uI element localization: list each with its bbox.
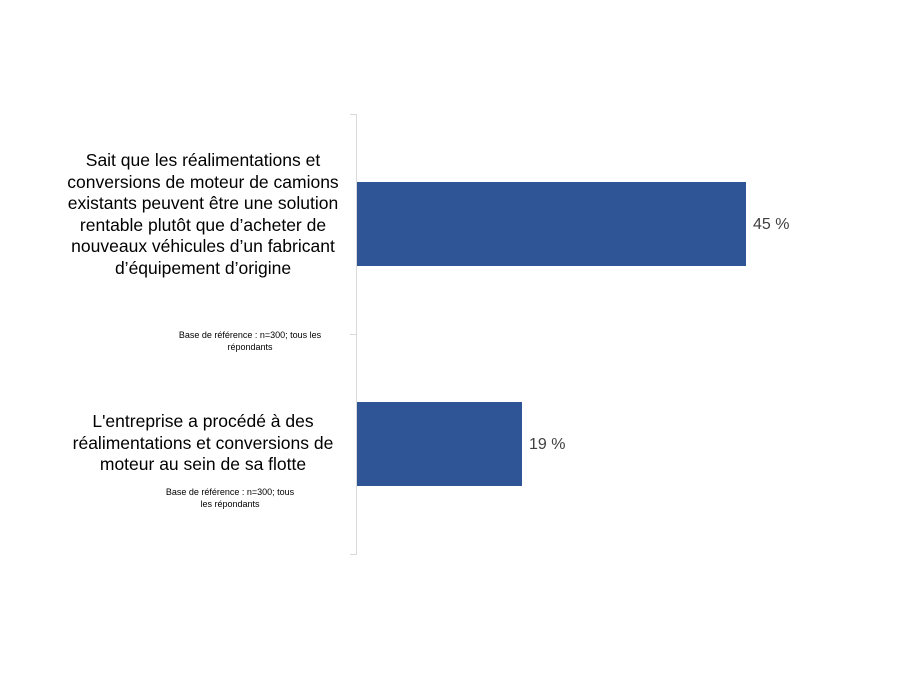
base-note-1: Base de référence : n=300; tous les répo…	[160, 329, 340, 353]
bar-1	[357, 182, 746, 266]
category-label-line: Sait que les réalimentations et	[85, 150, 321, 170]
base-note-line: répondants	[227, 342, 273, 352]
category-label-line: rentable plutôt que d’acheter de	[79, 214, 327, 235]
axis-tick	[350, 334, 357, 335]
category-label-line: L'entreprise a procédé à des	[92, 411, 314, 431]
category-label-line: existants peuvent être une solution	[67, 193, 339, 213]
category-label-line: d’équipement d’origine	[114, 257, 292, 278]
category-label-line: conversions de moteur de camions	[67, 171, 339, 192]
base-note-2: Base de référence : n=300; tous les répo…	[150, 486, 310, 510]
axis-tick	[350, 114, 357, 115]
bar-2	[357, 402, 522, 486]
base-note-line: les répondants	[200, 499, 260, 509]
category-label-line: moteur au sein de sa flotte	[99, 454, 307, 474]
value-label-1: 45 %	[753, 216, 790, 233]
value-label-2: 19 %	[529, 436, 566, 453]
axis-tick	[350, 554, 357, 555]
base-note-line: Base de référence : n=300; tous	[165, 487, 295, 497]
category-label-2: L'entreprise a procédé à des réalimentat…	[62, 411, 344, 476]
base-note-line: Base de référence : n=300; tous les	[178, 330, 322, 340]
category-label-1: Sait que les réalimentations et conversi…	[62, 150, 344, 279]
category-label-line: nouveaux véhicules d’un fabricant	[71, 236, 335, 256]
category-label-line: réalimentations et conversions de	[72, 432, 334, 453]
